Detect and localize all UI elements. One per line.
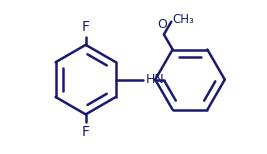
Text: HN: HN [146, 73, 164, 86]
Text: O: O [157, 18, 167, 31]
Text: F: F [82, 20, 90, 34]
Text: CH₃: CH₃ [172, 13, 194, 26]
Text: F: F [82, 125, 90, 139]
